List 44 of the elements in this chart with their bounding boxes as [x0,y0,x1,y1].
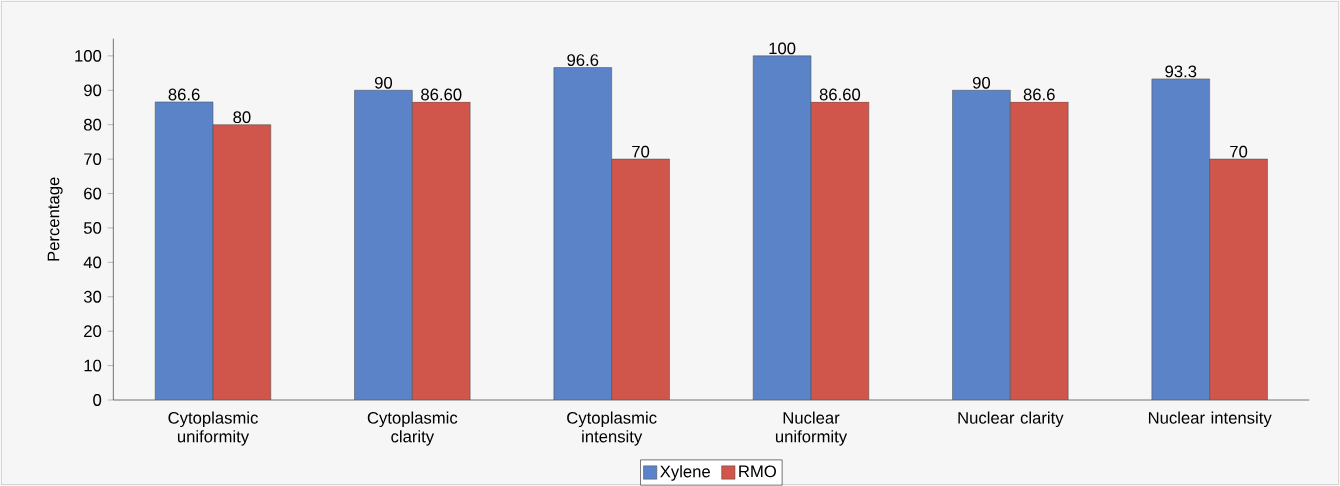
data-label: 80 [233,111,251,124]
data-label: 96.6 [567,54,599,66]
x-tick-label: Nuclear clarity [958,411,1064,428]
data-label: 70 [1230,145,1248,158]
bar [952,90,1011,400]
legend-label: RMO [739,465,776,478]
bar [752,55,812,400]
bar [1151,78,1210,400]
data-label: 90 [972,76,991,89]
data-label: 86.6 [168,88,200,101]
data-label: 90 [374,76,393,89]
data-label: 70 [632,145,650,158]
bar [611,158,670,400]
bar [354,90,413,400]
data-label: 100 [769,42,796,55]
data-label: 86.60 [819,88,861,101]
data-label: 93.3 [1165,65,1197,78]
y-tick-label: 50 [83,222,102,234]
legend-label: Xylene [660,465,710,481]
y-tick-label: 30 [83,290,102,303]
x-tick-label: Cytoplasmic clarity [367,411,458,446]
data-label: 86.6 [1023,88,1055,101]
y-tick-label: 60 [84,187,102,200]
bar [810,101,870,400]
bar [1209,158,1268,400]
data-label: 86.60 [421,88,462,101]
y-tick-label: 80 [84,118,102,131]
y-tick-label: 70 [84,153,102,166]
y-axis-title: Percentage [47,177,63,261]
y-tick-label: 100 [75,49,102,62]
y-tick-label: 0 [93,394,102,406]
x-tick-label: Cytoplasmic intensity [567,411,657,446]
y-tick-label: 90 [84,84,102,97]
bar [212,124,272,400]
y-tick-label: 40 [83,256,102,269]
x-tick-label: Nuclear uniformity [775,411,848,446]
x-tick-label: Nuclear intensity [1148,411,1272,428]
bar [154,101,214,400]
bar [412,101,471,400]
bar [553,67,612,400]
y-tick-label: 20 [84,325,102,338]
y-tick-label: 10 [84,359,102,372]
x-tick-label: Cytoplasmic uniformity [168,411,258,446]
bar [1010,101,1069,400]
